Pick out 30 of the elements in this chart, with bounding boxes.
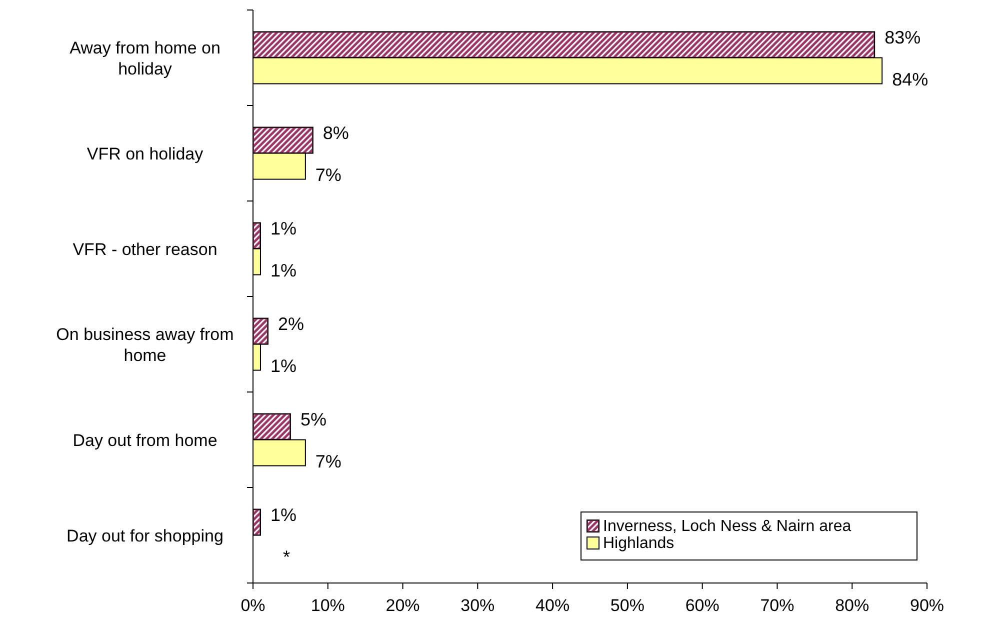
x-tick-label: 60% [685,596,720,615]
y-tick-label: VFR - other reason [72,240,218,259]
y-tick-label: Day out for shopping [66,526,224,546]
x-tick-label: 50% [610,596,644,615]
y-tick-label: Away from home on holiday [70,38,220,78]
x-tick-label: 80% [835,596,870,615]
legend-label: Inverness, Loch Ness & Nairn area [603,518,852,535]
data-label: 2% [278,314,304,334]
data-label: 8% [322,123,349,143]
data-label: 7% [315,452,342,472]
data-label: 83% [884,28,921,48]
x-tick-label: 20% [386,596,420,615]
x-tick-label: 0% [240,596,266,615]
text: * [283,547,290,567]
x-tick-label: 90% [910,596,944,615]
data-label: 1% [270,356,297,376]
x-tick-label: 40% [536,596,570,615]
data-label: 1% [270,505,297,525]
y-tick-label: VFR on holiday [86,144,204,164]
data-label: 1% [270,218,297,238]
y-tick-label: On business away from home [56,324,234,365]
data-label: 5% [300,410,326,430]
x-tick-label: 70% [760,596,794,615]
legend-label: Highlands [603,535,674,552]
x-tick-label: 10% [310,596,345,615]
x-tick-label: 30% [460,596,495,615]
data-label: 84% [892,70,928,90]
data-label: 7% [315,165,342,185]
data-label: 1% [270,260,297,280]
y-tick-label: Day out from home [72,430,218,450]
